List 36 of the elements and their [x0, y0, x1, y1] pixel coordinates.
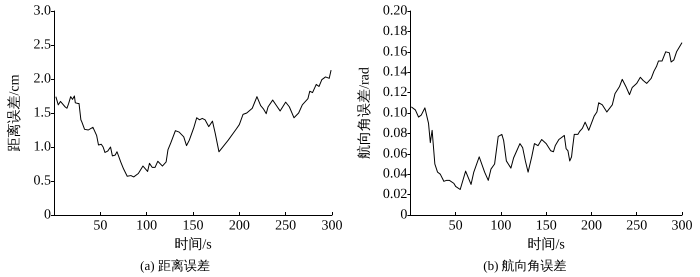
y-tick-label: 0.06: [382, 146, 408, 162]
y-tick-label: 0.02: [382, 187, 408, 202]
x-tick-label: 300: [672, 218, 692, 234]
y-tick-label: 1.5: [34, 106, 51, 120]
y-tick-label: 0: [44, 208, 51, 222]
y-tick-label: 0.14: [382, 64, 408, 80]
x-tick-label: 250: [626, 218, 648, 234]
y-tick-label: 0.5: [34, 174, 51, 188]
x-axis-title: 时间/s: [528, 236, 565, 252]
y-tick-label: 0.18: [382, 24, 408, 39]
y-tick-label: 0.12: [382, 85, 408, 100]
y-tick-label: 0.10: [382, 106, 408, 120]
text: (a) 距离误差: [140, 258, 210, 273]
x-tick-label: 50: [448, 218, 463, 234]
y-axis-title: 航向角误差/rad: [356, 67, 372, 159]
x-tick-label: 200: [580, 218, 602, 234]
x-tick-label: 150: [536, 218, 557, 234]
y-tick-label: 0.08: [382, 126, 408, 141]
x-tick-label: 200: [228, 218, 250, 234]
x-tick-label: 150: [182, 218, 204, 234]
x-tick-label: 50: [93, 218, 108, 234]
y-tick-label: 3.0: [34, 4, 51, 18]
x-tick-label: 100: [490, 218, 512, 234]
x-tick-label: 250: [275, 218, 296, 234]
y-tick-label: 0: [400, 208, 408, 222]
y-axis-title: 距离误差/cm: [6, 74, 22, 152]
x-axis-title: 时间/s: [174, 236, 212, 252]
y-tick-label: 0.04: [382, 166, 408, 182]
text: (b) 航向角误差: [483, 258, 567, 273]
y-tick-label: 2.5: [34, 38, 51, 52]
x-tick-label: 300: [322, 218, 342, 234]
y-tick-label: 0.16: [382, 44, 408, 60]
x-tick-label: 100: [136, 218, 158, 234]
y-tick-label: 1.0: [34, 140, 51, 154]
y-tick-label: 0.20: [382, 4, 408, 18]
y-tick-label: 2.0: [34, 72, 51, 86]
